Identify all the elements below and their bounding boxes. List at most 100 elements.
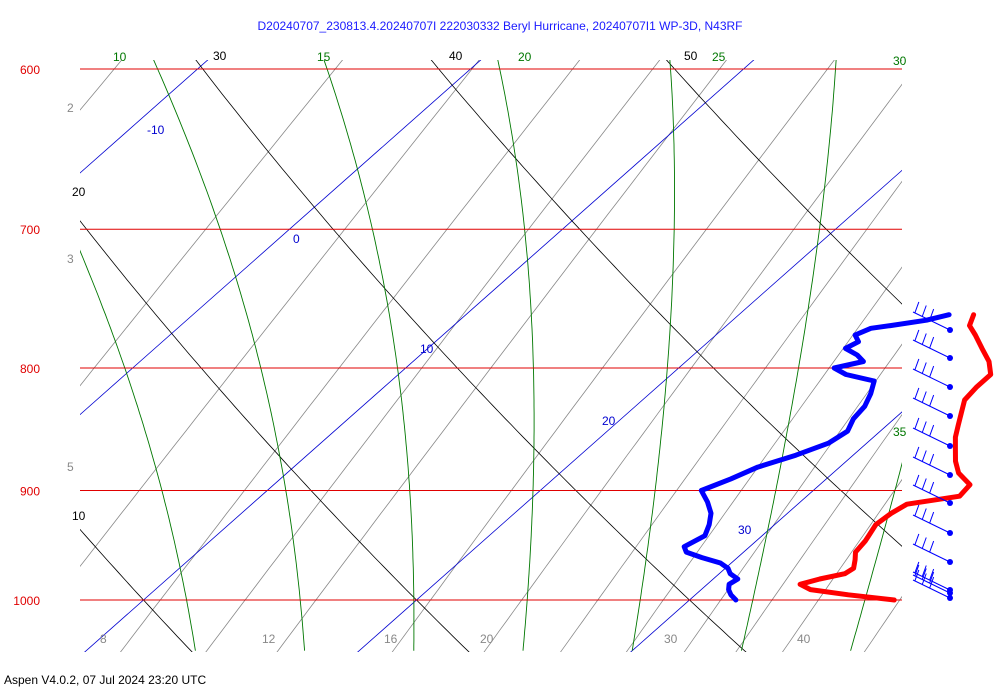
wind-barb-flag: [929, 394, 935, 407]
wind-barb-flag: [921, 305, 927, 317]
wind-barb-flag: [929, 481, 935, 494]
isotherm-line: [357, 169, 902, 652]
moist-adiabat-line: [323, 60, 415, 651]
mixing-ratio-label: 2: [67, 101, 74, 115]
wind-barb: [912, 329, 953, 361]
moist-adiabat-line: [960, 0, 1000, 651]
wind-barb-flag: [914, 446, 920, 459]
dry-adiabat-line: [80, 528, 193, 652]
mixing-ratio-label: 16: [384, 632, 398, 646]
isotherm-line: [84, 60, 755, 652]
moist-adiabat-label: 35: [893, 425, 907, 439]
moist-adiabat-label: 30: [893, 54, 907, 68]
isotherm-line: [630, 411, 902, 652]
dry-adiabat-line: [665, 60, 902, 305]
wind-barb-flag: [921, 391, 927, 403]
isotherm-line: [80, 60, 482, 416]
wind-barb-station-dot: [947, 472, 953, 478]
wind-barb-flag: [921, 421, 927, 433]
wind-barb-flag: [921, 565, 927, 577]
moist-adiabat-label: 15: [317, 50, 331, 64]
wind-barb-flag: [914, 329, 920, 342]
wind-barb: [912, 387, 953, 419]
moist-adiabat-label: 20: [518, 50, 532, 64]
wind-barb-flag: [921, 573, 927, 585]
pressure-tick-label: 800: [20, 362, 40, 376]
temperature-trace: [797, 312, 994, 603]
wind-barb-staff: [912, 571, 951, 591]
wind-barb-station-dot: [947, 327, 953, 333]
dry-adiabat-label: 10: [72, 509, 86, 523]
dry-adiabat-label: 50: [684, 49, 698, 63]
mixing-ratio-label: 20: [480, 632, 494, 646]
wind-barb-flag: [921, 333, 927, 345]
wind-barb-station-dot: [947, 559, 953, 565]
wind-barb-flag: [914, 358, 920, 371]
wind-barb-staff: [912, 579, 951, 599]
wind-barb-flag: [914, 417, 920, 430]
wind-barb: [912, 446, 953, 478]
wind-barb-flag: [914, 387, 920, 400]
footer-version-stamp: Aspen V4.0.2, 07 Jul 2024 23:20 UTC: [4, 673, 207, 687]
wind-barb-station-dot: [947, 413, 953, 419]
wind-barb-flag: [929, 336, 935, 349]
moist-adiabat-line: [497, 60, 535, 651]
moist-adiabat-line: [631, 60, 675, 651]
wind-barb: [912, 533, 953, 565]
wind-barb-station-dot: [947, 384, 953, 390]
mixing-ratio-line: [80, 60, 344, 387]
moist-adiabat-line: [80, 249, 196, 651]
dry-adiabat-label: 20: [72, 185, 86, 199]
isotherm-label: 20: [602, 414, 616, 428]
wind-barb-flag: [914, 474, 920, 487]
wind-barb-staff: [912, 368, 951, 388]
isotherm-label: -10: [147, 123, 165, 137]
mixing-ratio-line: [735, 413, 902, 652]
dewpoint-trace: [681, 312, 952, 603]
wind-barb-flag: [929, 511, 935, 524]
wind-barb-staff: [912, 397, 951, 417]
wind-barb-staff: [912, 311, 951, 331]
wind-barb-flag: [921, 568, 927, 580]
wind-barb-flag: [929, 540, 935, 553]
pressure-tick-label: 1000: [13, 594, 40, 608]
mixing-ratio-line: [863, 595, 902, 652]
pressure-tick-label: 900: [20, 484, 40, 498]
isotherm-line: [0, 0, 3, 700]
mixing-ratio-label: 40: [797, 632, 811, 646]
mixing-ratio-line: [276, 60, 727, 652]
wind-barb-station-dot: [947, 590, 953, 596]
moist-adiabat-label: 25: [712, 50, 726, 64]
moist-adiabat-label: 10: [113, 50, 127, 64]
mixing-ratio-label: 12: [262, 632, 276, 646]
wind-barb-flag: [914, 504, 920, 517]
isotherm-label: 0: [293, 232, 300, 246]
isotherm-label: 30: [738, 523, 752, 537]
wind-barb-flag: [914, 301, 920, 314]
wind-barb-flag: [914, 569, 920, 582]
dry-adiabat-line: [80, 220, 470, 652]
wind-barb-flag: [914, 533, 920, 546]
pressure-tick-label: 700: [20, 223, 40, 237]
chart-title: D20240707_230813.4.20240707I 222030332 B…: [257, 19, 743, 33]
isotherm-label: 10: [420, 342, 434, 356]
wind-barb-flag: [914, 561, 920, 574]
wind-barb-flag: [929, 568, 935, 581]
wind-barb-staff: [912, 339, 951, 359]
mixing-ratio-line: [119, 60, 581, 652]
mixing-ratio-label: 8: [100, 632, 107, 646]
wind-barb: [912, 474, 953, 506]
wind-barb-flag: [921, 362, 927, 374]
mixing-ratio-line: [625, 266, 902, 652]
moist-adiabat-line: [850, 462, 902, 651]
mixing-ratio-label: 3: [67, 252, 74, 266]
mixing-ratio-line: [205, 60, 661, 652]
mixing-ratio-line: [560, 180, 902, 652]
wind-barb-flag: [929, 571, 935, 584]
wind-barb-staff: [912, 514, 951, 534]
wind-barb: [912, 569, 953, 601]
wind-barb: [912, 301, 953, 333]
mixing-ratio-line: [782, 478, 902, 652]
wind-barb-flag: [914, 564, 920, 577]
